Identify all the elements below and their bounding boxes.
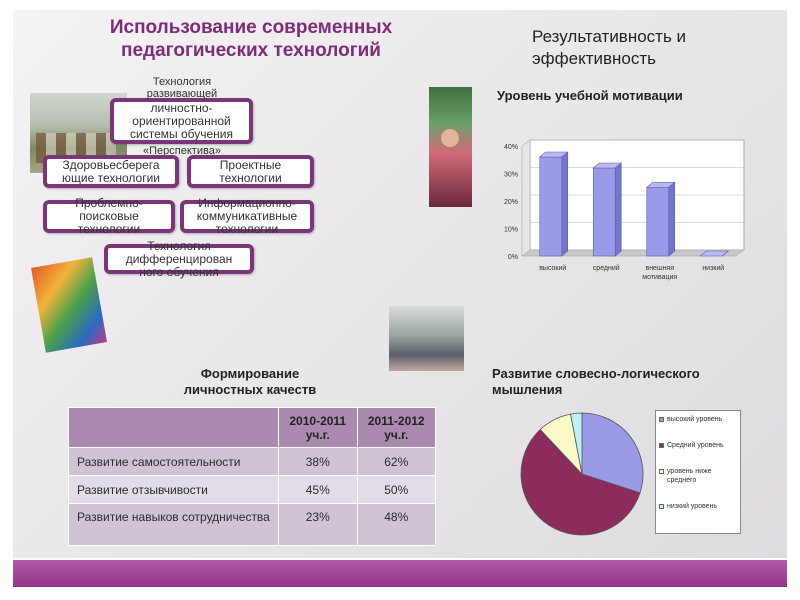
bar — [645, 181, 676, 257]
legend-label: уровень ниже среднего — [667, 467, 712, 485]
tech-line: технологии — [219, 170, 282, 185]
x-tick-label: мотивация — [642, 274, 677, 281]
table-header-row: 2010-2011 уч.г. 2011-2012 уч.г. — [68, 407, 436, 448]
x-tick-label: средний — [593, 264, 620, 272]
bar-front — [646, 186, 670, 257]
legend-item: высокий уровень — [659, 415, 737, 424]
bar-side — [722, 250, 729, 257]
students-hall-photo — [389, 306, 464, 371]
tech-line: системы обучения — [130, 126, 233, 141]
y-tick-label: 30% — [504, 172, 518, 179]
table-row: Развитие самостоятельности 38% 62% — [68, 447, 436, 476]
table-cell: 48% — [356, 503, 436, 546]
tech-label-perspective: Технология развивающей — [113, 76, 251, 100]
legend-label-line: уровень ниже — [667, 468, 712, 475]
table-cell: 62% — [356, 447, 436, 476]
tech-line: развивающей — [146, 88, 218, 100]
legend-swatch — [659, 504, 664, 509]
tech-line: Проблемно- — [75, 196, 143, 210]
legend-swatch — [659, 443, 664, 448]
plot-side-wall — [521, 139, 531, 257]
tech-box-problem-search: Проблемно- поисковые технологии — [43, 196, 175, 236]
tech-box-ict: Информационно- коммуникативные технологи… — [180, 196, 314, 236]
legend-swatch — [659, 469, 664, 474]
bar — [699, 250, 730, 257]
y-tick-label: 40% — [504, 144, 518, 151]
bar-side — [614, 162, 622, 257]
tech-line: технологии — [77, 222, 141, 236]
tech-line: Здоровьесберега — [62, 157, 160, 172]
y-tick-label: 10% — [504, 227, 518, 234]
table-header-cell: 2011-2012 уч.г. — [356, 407, 436, 448]
table-row: Развитие отзывчивости 45% 50% — [68, 475, 436, 504]
x-tick-label: низкий — [702, 264, 724, 272]
pie-legend: высокий уровень Средний уровень уровень ни… — [655, 410, 741, 534]
results-title: Результативность и эффективность — [532, 27, 687, 68]
tech-line: ющие технологии — [62, 170, 160, 185]
table-row-label: Развитие самостоятельности — [68, 447, 279, 476]
x-tick-label: внешняя — [645, 265, 674, 272]
legend-swatch — [659, 417, 664, 422]
pie-slice — [581, 412, 644, 494]
bar-side — [668, 181, 676, 257]
tech-line: Технология — [152, 76, 212, 88]
legend-label-line: среднего — [667, 477, 697, 484]
legend-label: низкий уровень — [667, 502, 717, 511]
student-photo — [429, 87, 472, 207]
bar-chart-title: Уровень учебной мотивации — [497, 88, 683, 103]
bar-front — [592, 167, 616, 257]
tech-line: ного обучения — [139, 264, 219, 279]
tech-box-health: Здоровьесберега ющие технологии — [43, 155, 179, 188]
legend-label: Средний уровень — [667, 441, 724, 450]
bar-side — [561, 151, 569, 257]
legend-item: Средний уровень — [659, 441, 737, 450]
thinking-pie-chart — [520, 412, 644, 536]
table-header-cell: 2010-2011 уч.г. — [278, 407, 358, 448]
tech-line: технологии — [215, 222, 279, 236]
table-cell: 50% — [356, 475, 436, 504]
table-row: Развитие навыков сотрудничества 23% 48% — [68, 503, 436, 546]
tech-line: коммуникативные — [196, 209, 298, 223]
tech-box-project: Проектные технологии — [187, 155, 314, 188]
legend-label-line: Средний уровень — [667, 442, 724, 449]
table-cell: 38% — [278, 447, 358, 476]
pie-chart-title: Развитие словесно-логического мышления — [492, 366, 700, 397]
tech-line: личностно- — [150, 100, 213, 115]
legend-label-line: низкий уровень — [667, 503, 718, 510]
tech-box-perspective: личностно- ориентированной системы обуче… — [110, 98, 253, 144]
y-tick-label: 20% — [504, 199, 518, 206]
tech-line: поисковые — [79, 209, 139, 223]
pie-slice — [570, 412, 583, 475]
bar — [592, 162, 623, 257]
legend-item: низкий уровень — [659, 502, 737, 511]
tech-label-perspective-tail: «Перспектива» — [143, 145, 221, 157]
legend-item: уровень ниже среднего — [659, 467, 737, 485]
bar — [538, 151, 569, 257]
table-cell: 45% — [278, 475, 358, 504]
table-row-label: Развитие отзывчивости — [68, 475, 279, 504]
bottom-bar — [13, 560, 787, 587]
tech-line: Проектные — [219, 157, 282, 172]
legend-label-line: высокий уровень — [667, 416, 723, 423]
y-tick-label: 0% — [508, 254, 518, 261]
tech-line: ориентированной — [132, 113, 231, 128]
pie-slice — [520, 428, 641, 536]
table-cell: 23% — [278, 503, 358, 546]
table-title: Формирование личностных качеств — [183, 366, 317, 397]
main-title: Использование современных педагогических… — [109, 17, 393, 61]
tech-line: Технология — [147, 238, 211, 253]
tech-line: Информационно- — [198, 196, 296, 210]
table-header-cell — [68, 407, 279, 448]
x-tick-label: высокий — [539, 264, 566, 272]
qualities-table: 2010-2011 уч.г. 2011-2012 уч.г. Развитие… — [68, 407, 436, 546]
tech-lines-perspective-box: личностно- ориентированной системы обуче… — [130, 100, 233, 141]
table-row-label: Развитие навыков сотрудничества — [68, 503, 279, 546]
tech-line: дифференцирован — [125, 251, 233, 266]
bar-front — [539, 156, 563, 257]
legend-label: высокий уровень — [667, 415, 722, 424]
motivation-bar-chart: 0% 10% 20% 30% 40% высокий средний внешняя мотив… — [504, 139, 745, 281]
tech-box-differentiated: Технология дифференцирован ного обучения — [104, 239, 254, 278]
